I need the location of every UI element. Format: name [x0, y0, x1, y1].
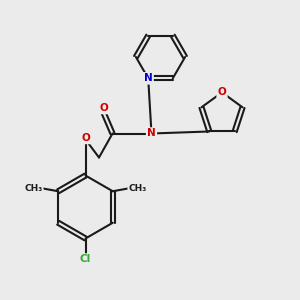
- Text: N: N: [144, 73, 153, 83]
- Text: Cl: Cl: [80, 254, 91, 265]
- Text: N: N: [147, 128, 156, 139]
- Text: O: O: [99, 103, 108, 113]
- Text: O: O: [81, 133, 90, 143]
- Text: CH₃: CH₃: [129, 184, 147, 193]
- Text: O: O: [218, 87, 226, 98]
- Text: CH₃: CH₃: [24, 184, 42, 193]
